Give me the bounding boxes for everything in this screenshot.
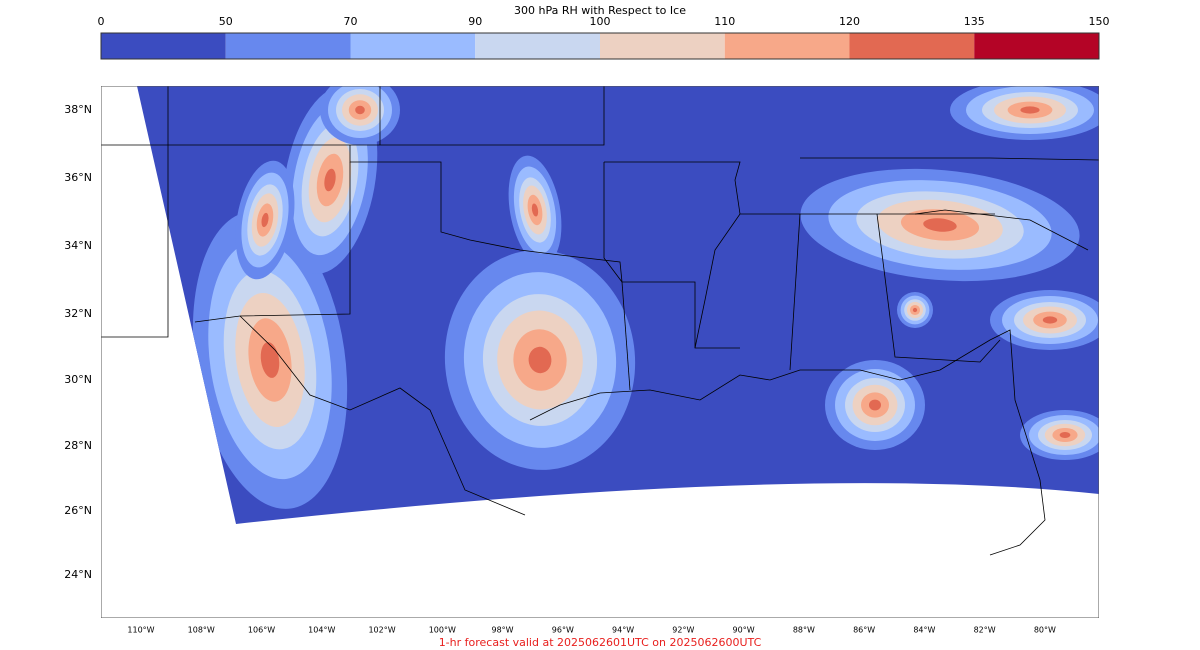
colorbar-tick-label: 120 xyxy=(839,15,860,28)
colorbar-tick-label: 100 xyxy=(590,15,611,28)
colorbar-segment xyxy=(350,33,476,59)
longitude-label: 84°W xyxy=(913,626,935,635)
longitude-label: 90°W xyxy=(733,626,755,635)
rh-contour xyxy=(923,218,957,232)
longitude-label: 82°W xyxy=(974,626,996,635)
map xyxy=(101,86,1099,618)
colorbar-title: 300 hPa RH with Respect to Ice xyxy=(514,4,686,17)
longitude-label: 94°W xyxy=(612,626,634,635)
latitude-label: 36°N xyxy=(64,171,92,184)
rh-contour xyxy=(531,203,539,217)
colorbar-segment xyxy=(600,33,725,59)
latitude-label: 38°N xyxy=(64,103,92,116)
latitude-label: 34°N xyxy=(64,239,92,252)
rh-contour xyxy=(324,168,336,192)
rh-contour xyxy=(261,212,269,228)
colorbar-tick-label: 110 xyxy=(714,15,735,28)
longitude-label: 102°W xyxy=(368,626,395,635)
colorbar-segment xyxy=(724,33,850,59)
longitude-label: 104°W xyxy=(308,626,335,635)
longitude-label: 108°W xyxy=(188,626,215,635)
colorbar-frame xyxy=(100,32,1100,60)
colorbar-segment xyxy=(974,33,1099,59)
rh-contour xyxy=(528,346,552,374)
longitude-label: 96°W xyxy=(552,626,574,635)
longitude-label: 100°W xyxy=(429,626,456,635)
colorbar-segment xyxy=(849,33,975,59)
colorbar-segment xyxy=(101,33,226,59)
colorbar-tick-label: 90 xyxy=(468,15,482,28)
latitude-labels: 38°N 36°N 34°N 32°N 30°N 28°N 26°N 24°N xyxy=(64,103,92,581)
colorbar-tick-label: 50 xyxy=(219,15,233,28)
longitude-label: 110°W xyxy=(127,626,154,635)
forecast-footer: 1-hr forecast valid at 2025062601UTC on … xyxy=(439,636,762,649)
rh-contour xyxy=(355,105,365,115)
longitude-labels: 110°W 108°W 106°W 104°W 102°W 100°W 98°W 96°W 94… xyxy=(127,626,1056,635)
colorbar-tick-label: 70 xyxy=(344,15,358,28)
rh-contour xyxy=(869,399,881,411)
latitude-label: 28°N xyxy=(64,439,92,452)
rh-contour xyxy=(912,307,918,313)
latitude-label: 26°N xyxy=(64,504,92,517)
longitude-label: 86°W xyxy=(853,626,875,635)
colorbar-tick-label: 135 xyxy=(964,15,985,28)
borders xyxy=(101,86,1099,556)
longitude-label: 98°W xyxy=(492,626,514,635)
longitude-label: 80°W xyxy=(1034,626,1056,635)
colorbar-segment xyxy=(475,33,600,59)
colorbar: 0 50 70 90 100 110 120 135 150 xyxy=(98,15,1110,60)
longitude-label: 88°W xyxy=(793,626,815,635)
colorbar-tick-label: 0 xyxy=(98,15,105,28)
longitude-label: 106°W xyxy=(248,626,275,635)
colorbar-segment xyxy=(225,33,351,59)
longitude-label: 92°W xyxy=(672,626,694,635)
rh-contour xyxy=(1059,432,1071,438)
latitude-label: 30°N xyxy=(64,373,92,386)
rh-field xyxy=(192,86,1099,509)
rh-contour xyxy=(1020,106,1040,114)
latitude-label: 32°N xyxy=(64,307,92,320)
colorbar-tick-label: 150 xyxy=(1089,15,1110,28)
rh-contour xyxy=(260,342,280,378)
latitude-label: 24°N xyxy=(64,568,92,581)
rh-contour xyxy=(1042,316,1058,324)
